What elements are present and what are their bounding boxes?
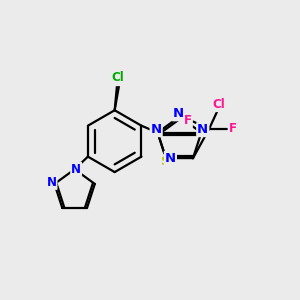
Text: N: N (151, 123, 162, 136)
Text: N: N (197, 123, 208, 136)
Text: N: N (71, 163, 81, 176)
Text: N: N (46, 176, 56, 189)
Text: N: N (172, 107, 184, 120)
Text: N: N (165, 152, 176, 165)
Text: F: F (229, 122, 237, 135)
Text: Cl: Cl (113, 72, 125, 85)
Text: F: F (184, 114, 192, 127)
Text: S: S (161, 155, 171, 168)
Text: Cl: Cl (212, 98, 225, 111)
Text: Cl: Cl (111, 71, 124, 84)
